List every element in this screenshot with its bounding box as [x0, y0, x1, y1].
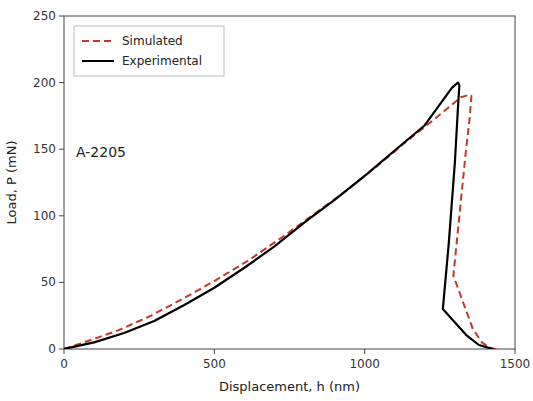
annotation: A-2205 — [76, 144, 126, 160]
y-tick — [59, 215, 64, 216]
x-tick-label: 1500 — [500, 357, 531, 371]
x-axis-label: Displacement, h (nm) — [219, 379, 360, 394]
y-tick — [59, 149, 64, 150]
series-line — [64, 83, 494, 349]
y-tick — [59, 349, 64, 350]
x-tick — [214, 349, 215, 354]
x-tick — [364, 349, 365, 354]
x-tick — [64, 349, 65, 354]
chart: 0 500 1000 1500 0 50 100 150 200 250 Displacement,… — [0, 0, 533, 401]
x-tick-label: 500 — [203, 357, 226, 371]
y-tick — [59, 16, 64, 17]
legend-label: Simulated — [122, 34, 183, 48]
y-tick — [59, 82, 64, 83]
y-tick-label: 100 — [33, 209, 56, 223]
y-tick — [59, 282, 64, 283]
legend-swatch — [82, 60, 114, 62]
y-tick-label: 200 — [33, 76, 56, 90]
y-tick-label: 250 — [33, 9, 56, 23]
x-tick-label: 0 — [60, 357, 68, 371]
x-tick — [515, 349, 516, 354]
legend-swatch — [82, 40, 114, 42]
plot-area — [64, 83, 497, 349]
series-line — [64, 95, 497, 349]
legend: Simulated Experimental — [74, 26, 224, 76]
plot-frame — [64, 16, 515, 349]
legend-box — [74, 26, 224, 76]
y-tick-label: 0 — [48, 342, 56, 356]
x-tick-label: 1000 — [349, 357, 380, 371]
legend-label: Experimental — [122, 54, 202, 68]
y-axis-label: Load, P (mN) — [4, 141, 19, 225]
y-tick-label: 150 — [33, 142, 56, 156]
y-tick-label: 50 — [41, 275, 56, 289]
